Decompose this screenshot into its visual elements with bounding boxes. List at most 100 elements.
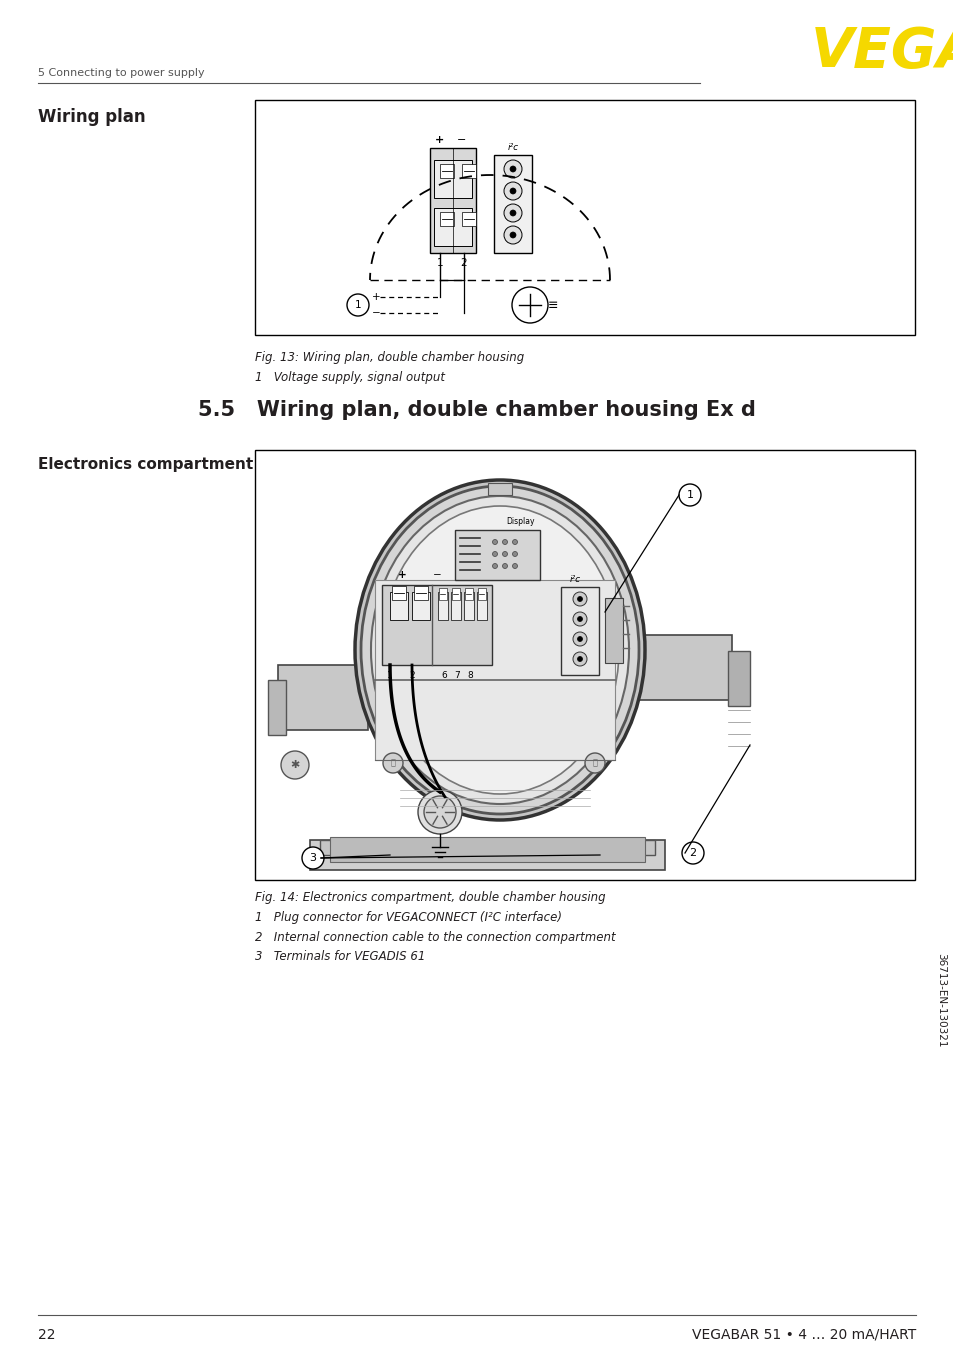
- Circle shape: [502, 539, 507, 544]
- Text: 1: 1: [436, 259, 443, 268]
- Text: 3   Terminals for VEGADIS 61: 3 Terminals for VEGADIS 61: [254, 949, 425, 963]
- Circle shape: [584, 753, 604, 773]
- Text: −: −: [432, 570, 441, 580]
- Bar: [310, 839, 664, 871]
- Circle shape: [492, 551, 497, 556]
- Bar: [254, 450, 914, 880]
- Circle shape: [503, 226, 521, 244]
- Ellipse shape: [355, 481, 644, 821]
- Circle shape: [512, 287, 547, 324]
- Bar: [452, 588, 459, 600]
- Bar: [438, 588, 447, 600]
- Bar: [477, 588, 485, 600]
- Text: 2: 2: [409, 670, 415, 680]
- Circle shape: [573, 592, 586, 607]
- Bar: [461, 213, 476, 226]
- Bar: [319, 839, 655, 854]
- Circle shape: [492, 563, 497, 569]
- Ellipse shape: [380, 506, 618, 793]
- Bar: [434, 160, 472, 198]
- Bar: [414, 586, 428, 600]
- Text: +: +: [397, 570, 406, 580]
- Text: Wiring plan: Wiring plan: [38, 108, 146, 126]
- Bar: [430, 148, 476, 253]
- Bar: [439, 213, 454, 226]
- Bar: [330, 837, 644, 862]
- Text: Electronics compartment: Electronics compartment: [38, 458, 253, 473]
- Bar: [375, 580, 615, 760]
- Text: 5 Connecting to power supply: 5 Connecting to power supply: [38, 68, 204, 79]
- Circle shape: [347, 294, 369, 315]
- Text: 2: 2: [689, 848, 696, 858]
- Text: 1: 1: [355, 301, 361, 310]
- Circle shape: [492, 539, 497, 544]
- Text: VEGA: VEGA: [809, 24, 953, 79]
- Text: i²c: i²c: [507, 142, 518, 152]
- Text: Fig. 13: Wiring plan, double chamber housing: Fig. 13: Wiring plan, double chamber hou…: [254, 351, 524, 363]
- Circle shape: [512, 539, 517, 544]
- Text: VEGABAR 51 • 4 … 20 mA/HART: VEGABAR 51 • 4 … 20 mA/HART: [691, 1328, 915, 1342]
- Circle shape: [510, 210, 516, 217]
- Circle shape: [577, 597, 582, 601]
- Text: i²c: i²c: [569, 574, 580, 584]
- Text: 1   Plug connector for VEGACONNECT (I²C interface): 1 Plug connector for VEGACONNECT (I²C in…: [254, 911, 561, 925]
- Bar: [461, 164, 476, 177]
- Bar: [604, 598, 622, 663]
- Circle shape: [503, 160, 521, 177]
- Circle shape: [510, 188, 516, 194]
- Circle shape: [503, 204, 521, 222]
- Text: Display: Display: [506, 517, 535, 527]
- Text: 3: 3: [309, 853, 316, 862]
- Bar: [560, 588, 598, 676]
- Circle shape: [503, 181, 521, 200]
- Circle shape: [512, 551, 517, 556]
- Bar: [277, 665, 368, 730]
- Circle shape: [577, 636, 582, 642]
- Text: ✱: ✱: [290, 760, 299, 770]
- Bar: [617, 635, 731, 700]
- Bar: [488, 483, 512, 496]
- Text: 5.5   Wiring plan, double chamber housing Ex d: 5.5 Wiring plan, double chamber housing …: [198, 399, 755, 420]
- Circle shape: [577, 616, 582, 621]
- Text: 2   Internal connection cable to the connection compartment: 2 Internal connection cable to the conne…: [254, 930, 615, 944]
- Bar: [464, 588, 473, 600]
- Bar: [439, 164, 454, 177]
- Bar: [392, 586, 406, 600]
- Circle shape: [512, 563, 517, 569]
- Bar: [437, 592, 448, 620]
- Ellipse shape: [371, 496, 628, 804]
- Bar: [727, 651, 749, 705]
- Text: ⦿: ⦿: [390, 758, 395, 768]
- Bar: [254, 100, 914, 334]
- Text: 2: 2: [460, 259, 467, 268]
- Ellipse shape: [360, 486, 639, 814]
- Text: 1: 1: [686, 490, 693, 500]
- Text: 1: 1: [387, 670, 393, 680]
- Circle shape: [417, 789, 461, 834]
- Text: −: −: [456, 135, 466, 145]
- Bar: [476, 592, 486, 620]
- Text: 7: 7: [454, 670, 459, 680]
- Text: ⦿: ⦿: [592, 758, 597, 768]
- Circle shape: [302, 848, 324, 869]
- Circle shape: [681, 842, 703, 864]
- Bar: [268, 680, 286, 735]
- Circle shape: [573, 632, 586, 646]
- Bar: [434, 209, 472, 246]
- Circle shape: [502, 563, 507, 569]
- Text: +: +: [435, 135, 444, 145]
- Text: Fig. 14: Electronics compartment, double chamber housing: Fig. 14: Electronics compartment, double…: [254, 891, 605, 904]
- Text: −: −: [372, 307, 380, 318]
- Circle shape: [502, 551, 507, 556]
- Circle shape: [573, 653, 586, 666]
- Circle shape: [281, 751, 309, 779]
- Circle shape: [577, 657, 582, 662]
- Text: +: +: [372, 292, 380, 302]
- Text: 1   Voltage supply, signal output: 1 Voltage supply, signal output: [254, 371, 444, 383]
- Text: ≡: ≡: [547, 298, 558, 311]
- Text: 36713-EN-130321: 36713-EN-130321: [935, 953, 945, 1047]
- Text: 6: 6: [440, 670, 446, 680]
- Circle shape: [423, 796, 456, 829]
- Bar: [455, 529, 539, 580]
- Circle shape: [510, 167, 516, 172]
